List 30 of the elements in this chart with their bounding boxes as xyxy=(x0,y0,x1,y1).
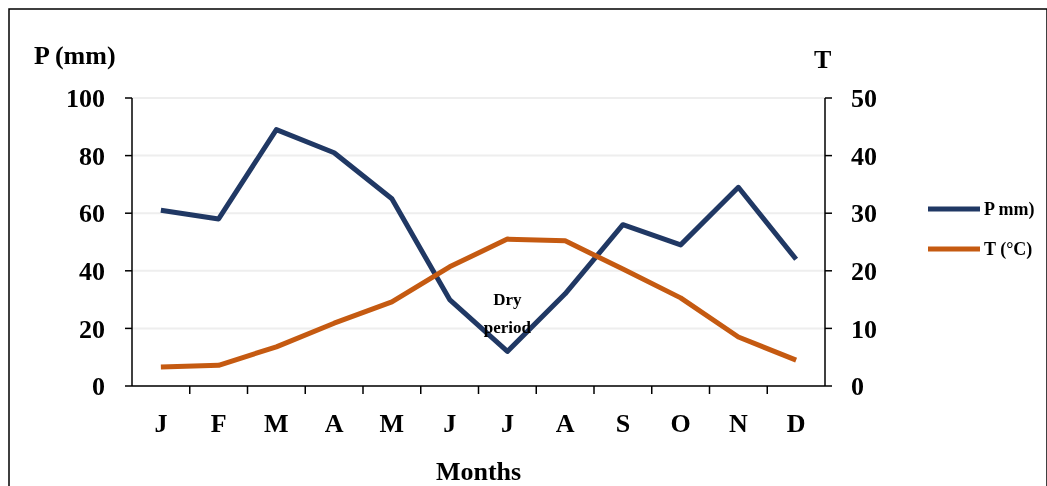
y-axis-title: P (mm) xyxy=(34,41,116,70)
x-tick-label: J xyxy=(154,409,168,438)
x-tick-label: D xyxy=(786,409,806,438)
y2-tick-label: 50 xyxy=(851,84,877,114)
x-tick-label: F xyxy=(210,409,227,438)
x-tick-label: J xyxy=(500,409,514,438)
y-tick-label: 100 xyxy=(66,84,105,114)
legend-label: P mm) xyxy=(984,199,1035,221)
x-tick-label: A xyxy=(324,409,344,438)
x-tick-label: M xyxy=(379,409,405,438)
annotation: Dry period xyxy=(483,290,532,338)
x-tick-label: A xyxy=(555,409,575,438)
y-tick-label: 20 xyxy=(79,314,105,344)
x-tick-label: M xyxy=(264,409,289,438)
y2-tick-label: 40 xyxy=(851,141,877,171)
y2-axis-title: T xyxy=(814,45,832,74)
legend-label: T (°C) xyxy=(984,239,1033,261)
y-tick-label: 40 xyxy=(79,256,105,286)
y-tick-label: 60 xyxy=(79,199,105,229)
x-tick-label: J xyxy=(443,409,457,438)
y2-tick-label: 10 xyxy=(851,314,877,344)
x-tick-label: O xyxy=(670,409,691,438)
y2-tick-label: 30 xyxy=(851,199,877,229)
x-axis-title: Months xyxy=(435,457,522,486)
y-tick-label: 0 xyxy=(92,372,105,402)
y2-tick-label: 0 xyxy=(851,372,864,402)
x-tick-label: S xyxy=(615,409,631,438)
x-tick-label: N xyxy=(728,409,748,438)
y2-tick-label: 20 xyxy=(851,256,877,286)
y-tick-label: 80 xyxy=(79,141,105,171)
